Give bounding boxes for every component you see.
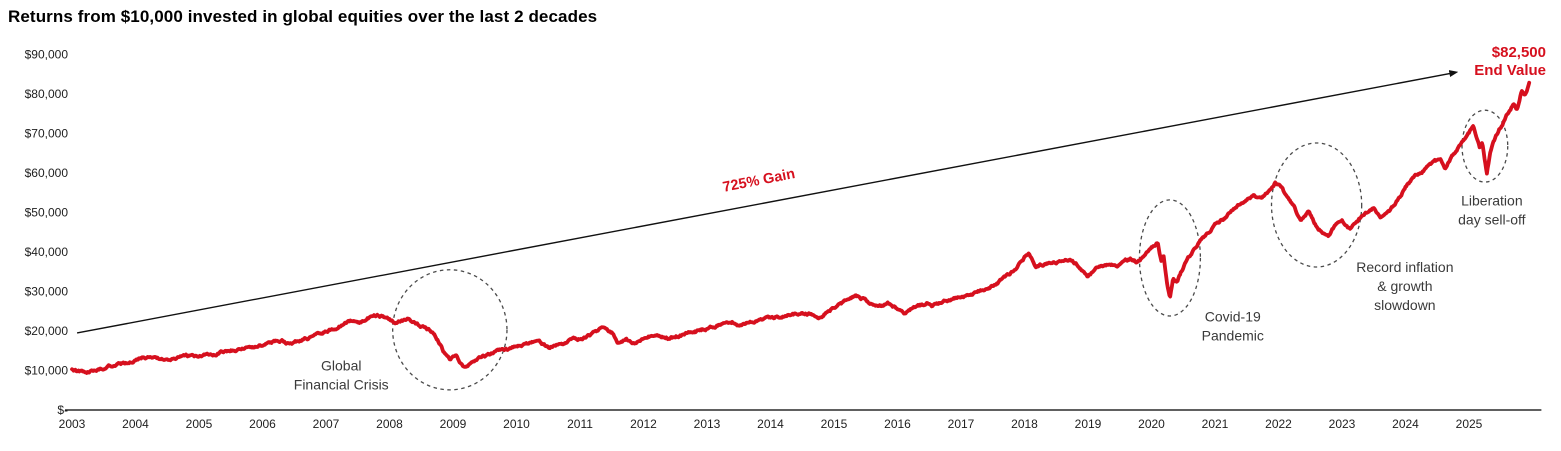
x-tick-label: 2024 — [1392, 417, 1419, 431]
x-tick-label: 2023 — [1329, 417, 1356, 431]
y-tick-label: $10,000 — [25, 364, 69, 378]
gain-arrow — [76, 70, 1459, 334]
record-inflation-growth-slowdown-ellipse — [1270, 142, 1363, 268]
y-tick-label: $60,000 — [25, 166, 69, 180]
x-tick-label: 2017 — [948, 417, 975, 431]
liberation-day-sell-off-ellipse — [1461, 109, 1509, 183]
y-tick-label: $40,000 — [25, 245, 69, 259]
x-tick-label: 2015 — [821, 417, 848, 431]
global-financial-crisis-ellipse — [392, 269, 508, 391]
covid-19-pandemic-ellipse — [1138, 199, 1202, 317]
y-tick-label: $30,000 — [25, 285, 69, 299]
global-financial-crisis-label: Global Financial Crisis — [294, 357, 389, 392]
equity-value-line — [70, 80, 1532, 375]
x-tick-label: 2016 — [884, 417, 911, 431]
y-tick-label: $50,000 — [25, 206, 69, 220]
x-tick-label: 2008 — [376, 417, 403, 431]
x-tick-label: 2009 — [440, 417, 467, 431]
record-inflation-growth-slowdown-label: Record inflation & growth slowdown — [1356, 259, 1453, 313]
x-tick-label: 2014 — [757, 417, 784, 431]
chart-title: Returns from $10,000 invested in global … — [8, 7, 598, 26]
x-tick-label: 2007 — [313, 417, 340, 431]
x-tick-label: 2021 — [1202, 417, 1229, 431]
x-tick-label: 2005 — [186, 417, 213, 431]
x-tick-label: 2022 — [1265, 417, 1292, 431]
x-tick-label: 2011 — [567, 417, 593, 431]
x-tick-label: 2006 — [249, 417, 276, 431]
liberation-day-sell-off-label: Liberation day sell-off — [1458, 193, 1526, 228]
x-tick-label: 2010 — [503, 417, 530, 431]
x-tick-label: 2012 — [630, 417, 657, 431]
x-tick-label: 2020 — [1138, 417, 1165, 431]
covid-19-pandemic-label: Covid-19 Pandemic — [1202, 308, 1264, 343]
end-value-label: $82,500 End Value — [1474, 44, 1546, 79]
x-tick-label: 2013 — [694, 417, 721, 431]
y-tick-label: $70,000 — [25, 127, 69, 141]
x-tick-label: 2025 — [1456, 417, 1483, 431]
x-tick-label: 2003 — [59, 417, 86, 431]
x-tick-label: 2019 — [1075, 417, 1102, 431]
y-tick-label: $20,000 — [25, 324, 69, 338]
gain-label: 725% Gain — [721, 166, 796, 196]
y-tick-label: $90,000 — [25, 48, 69, 62]
x-tick-label: 2018 — [1011, 417, 1038, 431]
y-tick-label: $- — [57, 403, 68, 417]
y-tick-label: $80,000 — [25, 87, 69, 101]
x-tick-label: 2004 — [122, 417, 149, 431]
